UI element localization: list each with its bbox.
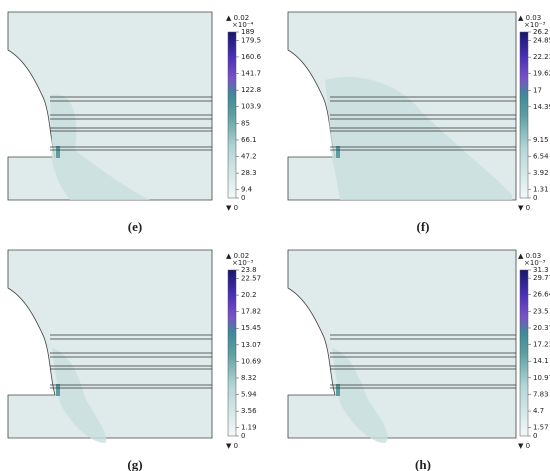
colorbar-tick-label: 66.1: [241, 136, 257, 144]
colorbar-tick-label: 20.37: [533, 324, 550, 332]
colorbar-tick-label: 0: [533, 194, 537, 202]
colorbar-tick-label: 85: [241, 119, 250, 127]
colorbar-tick-label: 0: [241, 432, 245, 440]
colorbar-tick-label: 1.19: [241, 424, 257, 432]
colorbar-tick-label: 13.07: [241, 341, 261, 349]
colorbar-tick-label: 0: [241, 194, 245, 202]
colorbar-tick-label: 3.56: [241, 407, 257, 415]
panel-caption: (h): [415, 457, 431, 471]
domain: [7, 11, 213, 201]
colorbar-tick-label: 1.57: [533, 424, 549, 432]
colorbar-tick-label: 14.1: [533, 357, 549, 365]
colorbar-tick-label: 10.97: [533, 374, 550, 382]
hotspot: [336, 146, 340, 158]
colorbar-tick-label: 28.3: [241, 169, 257, 177]
colorbar-tick-label: 9.4: [241, 186, 253, 194]
colorbar-tick-label: 7.83: [533, 390, 549, 398]
colorbar-tick-label: 122.8: [241, 86, 261, 94]
domain: [287, 249, 517, 439]
panel-caption: (e): [128, 219, 142, 234]
colorbar: [227, 31, 237, 199]
colorbar-tick-label: 23.8: [241, 266, 257, 274]
colorbar-tick-label: 103.9: [241, 103, 261, 111]
colorbar-tick-label: 17.23: [533, 341, 550, 349]
colorbar-tick-label: 17.82: [241, 308, 261, 316]
contour: [325, 76, 512, 200]
panel: ▲ 0.03×10⁻³26.224.85 22.23 19.62 17 14.39 9.1…: [287, 11, 550, 234]
exponent-label: ×10⁻³: [524, 21, 545, 29]
hotspot: [56, 384, 60, 396]
exponent-label: ×10⁻³: [524, 259, 545, 267]
panel-caption: (g): [127, 457, 142, 471]
colorbar-tick-label: 31.3: [533, 266, 549, 274]
colorbar: [519, 31, 529, 199]
colorbar-tick-label: 29.77: [533, 274, 550, 282]
contour: [332, 348, 388, 443]
colorbar-tick-label: 22.23: [533, 53, 550, 61]
exponent-label: ×10⁻³: [232, 259, 253, 267]
colorbar-tick-label: 5.94: [241, 391, 257, 399]
panel: ▲ 0.02×10⁻³23.822.57 20.2 17.82 15.45 13.07 1…: [7, 249, 261, 471]
colorbar-tick-label: 22.57: [241, 275, 261, 283]
panel-caption: (f): [417, 219, 430, 234]
colorbar-tick-label: 8.32: [241, 374, 257, 382]
contour: [50, 94, 150, 200]
min-label: ▼ 0: [226, 204, 238, 212]
colorbar-tick-label: 1.31: [533, 186, 549, 194]
colorbar-tick-label: 20.2: [241, 291, 257, 299]
colorbar-tick-label: 47.2: [241, 153, 257, 161]
colorbar: [519, 269, 529, 437]
colorbar-tick-label: 0: [533, 432, 537, 440]
colorbar-tick-label: 141.7: [241, 70, 261, 78]
min-label: ▼ 0: [226, 442, 238, 450]
colorbar-tick-label: 6.54: [533, 153, 549, 161]
colorbar-tick-label: 15.45: [241, 324, 261, 332]
colorbar-tick-label: 14.39: [533, 103, 550, 111]
colorbar-tick-label: 17: [533, 86, 542, 94]
hotspot: [336, 384, 340, 396]
colorbar-tick-label: 19.62: [533, 70, 550, 78]
colorbar: [227, 269, 237, 437]
min-label: ▼ 0: [518, 442, 530, 450]
colorbar-tick-label: 24.85: [533, 37, 550, 45]
max-label: ▲ 0.02: [226, 14, 249, 22]
colorbar-tick-label: 189: [241, 28, 254, 36]
contour: [52, 348, 107, 443]
colorbar-tick-label: 9.15: [533, 136, 549, 144]
colorbar-tick-label: 179.5: [241, 36, 261, 44]
max-label: ▲ 0.03: [518, 252, 541, 260]
min-label: ▼ 0: [518, 204, 530, 212]
max-label: ▲ 0.02: [226, 252, 249, 260]
colorbar-tick-label: 4.7: [533, 407, 544, 415]
colorbar-tick-label: 26.64: [533, 291, 550, 299]
max-label: ▲ 0.03: [518, 14, 541, 22]
domain: [7, 249, 213, 439]
hotspot: [56, 146, 60, 158]
colorbar-tick-label: 3.92: [533, 169, 549, 177]
colorbar-tick-label: 23.5: [533, 307, 549, 315]
exponent-label: ×10⁻⁴: [232, 21, 253, 29]
colorbar-tick-label: 160.6: [241, 53, 262, 61]
colorbar-tick-label: 10.69: [241, 357, 261, 365]
colorbar-tick-label: 26.2: [533, 28, 549, 36]
panel: ▲ 0.03×10⁻³31.329.77 26.64 23.5 20.37 17.23 1…: [287, 249, 550, 471]
